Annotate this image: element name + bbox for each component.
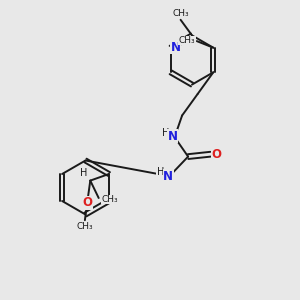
Text: O: O xyxy=(212,148,222,161)
Text: H: H xyxy=(80,168,87,178)
Text: CH₃: CH₃ xyxy=(172,9,189,18)
Text: N: N xyxy=(170,40,181,54)
Text: CH₃: CH₃ xyxy=(179,36,196,45)
Text: O: O xyxy=(82,196,92,209)
Text: CH₃: CH₃ xyxy=(102,195,118,204)
Text: CH₃: CH₃ xyxy=(76,222,93,231)
Text: H: H xyxy=(162,128,169,138)
Text: N: N xyxy=(168,130,178,143)
Text: N: N xyxy=(163,170,173,183)
Text: H: H xyxy=(157,167,164,178)
